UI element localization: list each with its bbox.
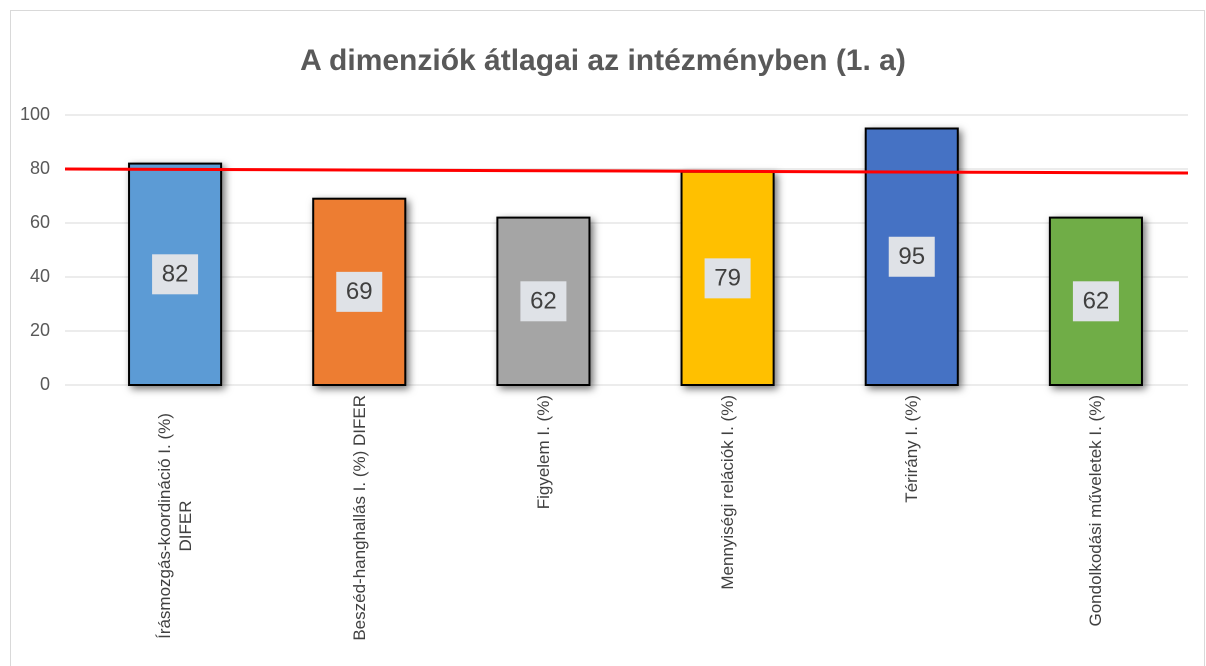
value-label-box: [336, 271, 383, 312]
x-tick-label: Írásmozgás-koordináció I. (%) DIFER: [155, 413, 196, 639]
y-tick-label: 0: [40, 374, 50, 394]
y-tick-label: 20: [30, 320, 50, 340]
y-tick-label: 40: [30, 266, 50, 286]
value-label-box: [520, 281, 567, 322]
value-label: 82: [162, 261, 189, 288]
value-label-box: [704, 258, 751, 299]
y-tick-label: 80: [30, 158, 50, 178]
x-tick-label: Beszéd-hanghallás I. (%) DIFER: [349, 395, 369, 641]
x-tick-label: Figyelem I. (%): [533, 395, 553, 510]
value-label-box: [152, 254, 199, 295]
value-label: 69: [346, 278, 373, 305]
x-tick-label: Gondolkodási műveletek I. (%): [1086, 395, 1106, 627]
x-tick-label: Mennyiségi relációk I. (%): [718, 395, 738, 590]
value-label-box: [888, 236, 935, 277]
chart-border: [10, 10, 1205, 666]
x-tick-label: Térirány I. (%): [902, 395, 922, 503]
reference-line: [64, 167, 1189, 175]
value-label: 62: [1083, 288, 1110, 315]
value-label: 95: [898, 243, 925, 270]
y-tick-label: 100: [20, 104, 50, 124]
value-label: 79: [714, 265, 741, 292]
value-label: 62: [530, 288, 557, 315]
chart-title: A dimenziók átlagai az intézményben (1. …: [300, 44, 906, 77]
y-tick-label: 60: [30, 212, 50, 232]
value-label-box: [1072, 281, 1119, 322]
